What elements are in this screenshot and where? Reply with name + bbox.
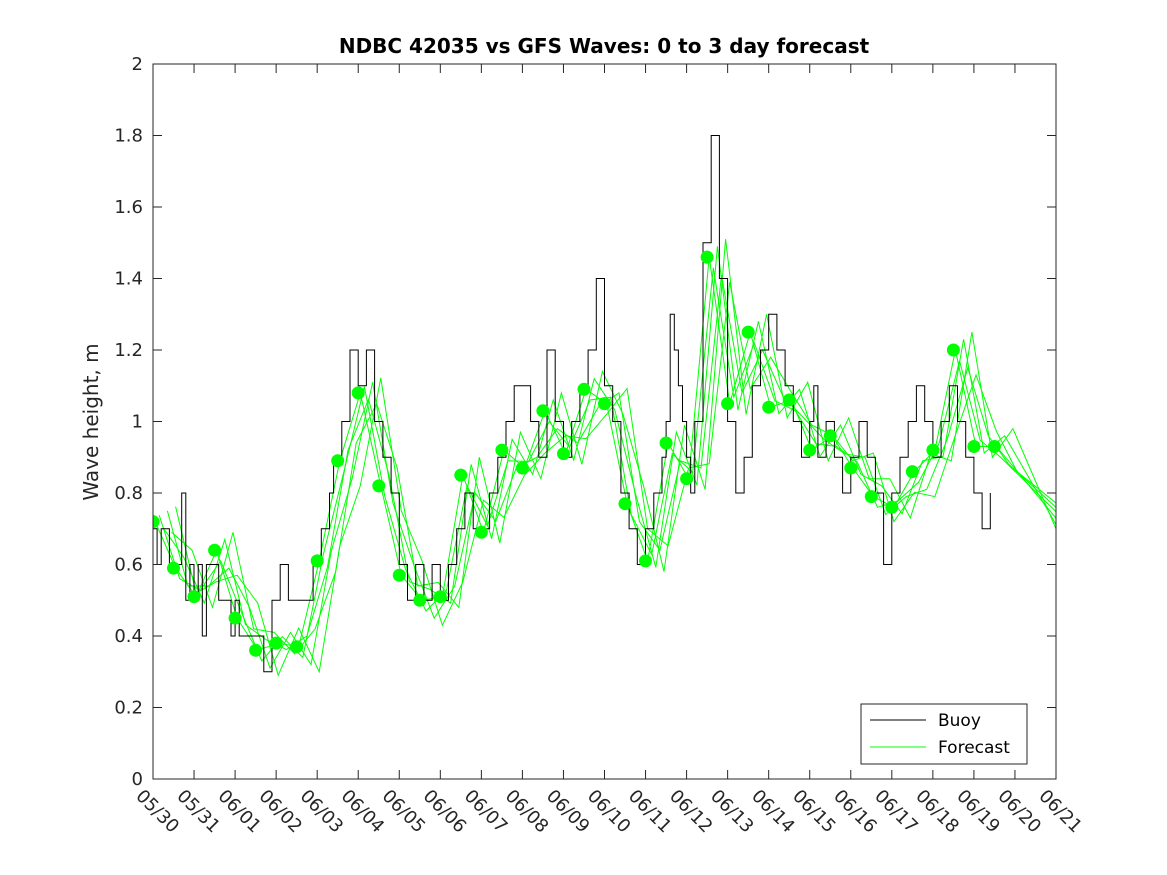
forecast-point: [331, 454, 345, 468]
y-tick-label: 0.8: [114, 483, 143, 504]
forecast-point: [249, 643, 263, 657]
forecast-point: [310, 554, 324, 568]
forecast-point: [926, 443, 940, 457]
forecast-point: [372, 479, 386, 493]
forecast-point: [495, 443, 509, 457]
y-tick-label: 1: [132, 412, 143, 433]
legend-box: [860, 703, 1028, 765]
forecast-line-3: [162, 246, 1056, 651]
y-tick-label: 1.8: [114, 126, 143, 147]
forecast-line-5: [171, 239, 1056, 655]
y-tick-label: 0.2: [114, 698, 143, 719]
forecast-point: [167, 561, 180, 575]
y-axis: 0 0.2 0.4 0.6 0.8 1 1.2 1.4 1.6 1.8 2: [114, 54, 1056, 790]
forecast-point: [700, 250, 714, 264]
forecast-point: [454, 468, 468, 482]
forecast-point: [536, 404, 550, 418]
forecast-point: [433, 590, 447, 604]
forecast-point: [741, 325, 755, 339]
y-tick-label: 0.6: [114, 555, 143, 576]
forecast-point: [269, 636, 283, 650]
forecast-point: [413, 593, 427, 607]
forecast-point: [290, 640, 304, 654]
legend: Buoy Forecast: [860, 703, 1028, 765]
y-tick-label: 1.4: [114, 269, 143, 290]
forecast-point: [782, 393, 796, 407]
y-axis-label: Wave height, m: [79, 343, 103, 500]
forecast-point: [474, 525, 488, 539]
forecast-point: [844, 461, 858, 475]
forecast-point: [762, 400, 776, 414]
forecast-point: [618, 497, 632, 511]
y-tick-label: 1.2: [114, 340, 143, 361]
forecast-point: [680, 472, 694, 486]
y-tick-label: 0.4: [114, 626, 143, 647]
forecast-point: [987, 440, 1001, 453]
forecast-point: [351, 386, 365, 400]
forecast-point: [153, 515, 160, 529]
forecast-point: [803, 443, 817, 457]
forecast-point: [577, 382, 591, 396]
forecast-point: [208, 543, 222, 557]
y-tick-label: 2: [132, 54, 143, 75]
forecast-line-2: [158, 267, 1056, 662]
legend-label-buoy: Buoy: [938, 711, 981, 731]
legend-label-forecast: Forecast: [938, 738, 1010, 758]
y-tick-label: 0: [132, 769, 143, 790]
forecast-point: [946, 343, 960, 357]
forecast-line-6: [175, 282, 1056, 677]
forecast-point: [659, 436, 673, 450]
forecast-point: [639, 554, 652, 568]
chart-title: NDBC 42035 vs GFS Waves: 0 to 3 day fore…: [339, 34, 870, 58]
forecast-point: [885, 500, 899, 514]
forecast-point: [187, 590, 201, 604]
forecast-point: [967, 440, 981, 453]
forecast-point: [392, 568, 406, 582]
forecast-point: [823, 429, 837, 443]
forecast-point: [905, 465, 919, 479]
forecast-point: [864, 490, 878, 504]
plot-area: [153, 135, 1056, 677]
forecast-point: [598, 397, 611, 411]
forecast-point: [515, 461, 529, 475]
y-tick-label: 1.6: [114, 197, 143, 218]
forecast-point: [228, 611, 242, 625]
forecast-point: [557, 447, 570, 461]
forecast-point: [721, 397, 735, 411]
forecast-line-4: [166, 274, 1056, 670]
